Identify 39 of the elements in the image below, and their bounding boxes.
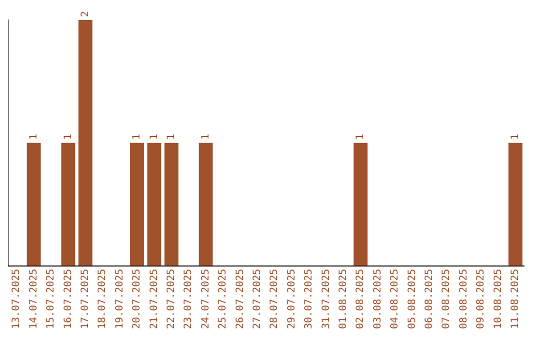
x-tick-label: 28.07.2025 <box>269 268 280 330</box>
data-label: 1 <box>132 134 143 140</box>
data-label: 1 <box>148 134 160 140</box>
x-tick-label: 26.07.2025 <box>234 268 246 330</box>
x-tick-label: 02.08.2025 <box>355 268 366 330</box>
x-tick-label: 20.07.2025 <box>132 268 143 330</box>
data-label: 2 <box>80 10 91 17</box>
x-tick-label: 18.07.2025 <box>97 268 108 330</box>
x-tick-label: 16.07.2025 <box>62 268 74 330</box>
data-label: 1 <box>200 134 212 140</box>
x-tick-label: 24.07.2025 <box>200 268 212 330</box>
x-tick-label: 25.07.2025 <box>218 268 229 330</box>
x-tick-label: 06.08.2025 <box>424 268 435 330</box>
x-tick-label: 31.07.2025 <box>320 268 332 330</box>
x-tick-label: 21.07.2025 <box>148 268 160 330</box>
data-label: 1 <box>510 134 521 140</box>
x-tick-label: 01.08.2025 <box>338 268 349 330</box>
data-label: 1 <box>62 134 74 140</box>
x-tick-label: 11.08.2025 <box>510 268 521 330</box>
data-label: 1 <box>355 134 366 140</box>
x-tick-label: 07.08.2025 <box>441 268 452 330</box>
x-tick-label: 08.08.2025 <box>458 268 470 330</box>
x-tick-label: 04.08.2025 <box>390 268 401 330</box>
x-tick-label: 13.07.2025 <box>11 268 22 330</box>
x-tick-label: 30.07.2025 <box>304 268 315 330</box>
x-tick-label: 19.07.2025 <box>114 268 126 330</box>
x-tick-label: 27.07.2025 <box>252 268 263 330</box>
x-tick-label: 29.07.2025 <box>286 268 298 330</box>
data-label: 1 <box>166 134 177 140</box>
x-tick-label: 05.08.2025 <box>406 268 418 330</box>
x-tick-label: 22.07.2025 <box>166 268 177 330</box>
x-tick-label: 17.07.2025 <box>80 268 91 330</box>
x-tick-label: 15.07.2025 <box>46 268 57 330</box>
data-label: 1 <box>28 134 40 140</box>
x-tick-label: 10.08.2025 <box>492 268 504 330</box>
x-tick-label: 14.07.2025 <box>28 268 40 330</box>
x-tick-label: 23.07.2025 <box>183 268 194 330</box>
x-tick-label: 03.08.2025 <box>372 268 384 330</box>
x-tick-label: 09.08.2025 <box>476 268 487 330</box>
